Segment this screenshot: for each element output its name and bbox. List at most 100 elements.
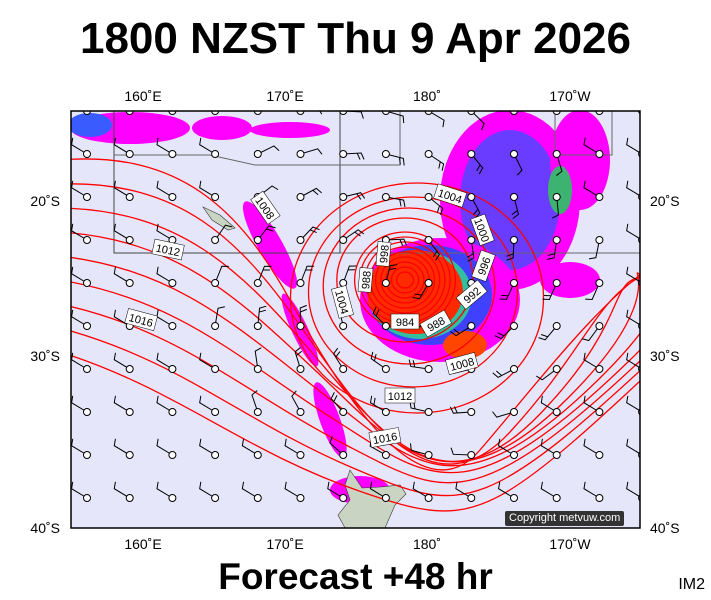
rain-area: [71, 113, 112, 137]
station-marker: [168, 111, 177, 115]
lon-label-top: 170˚E: [266, 88, 303, 104]
station-marker: [83, 150, 91, 158]
wind-barb: [339, 229, 365, 244]
station-marker: [510, 193, 518, 201]
wind-barb: [332, 347, 348, 373]
wind-barb: [449, 406, 476, 416]
station-marker: [339, 365, 348, 373]
station-marker: [424, 279, 433, 287]
wind-barb: [588, 236, 604, 260]
axis-labels: 160˚E 170˚E 180˚ 170˚W 160˚E 170˚E 180˚ …: [30, 88, 679, 552]
lon-label-bottom: 170˚E: [266, 536, 303, 552]
wind-barb: [284, 438, 305, 459]
wind-barb: [253, 111, 262, 115]
station-marker: [552, 365, 561, 373]
wind-barb: [296, 304, 307, 330]
station-marker: [424, 451, 433, 459]
wind-barb: [168, 111, 177, 115]
wind-barb: [583, 137, 604, 158]
station-marker: [424, 408, 433, 416]
station-marker: [168, 279, 177, 287]
station-marker: [467, 322, 476, 330]
wind-barb: [199, 438, 220, 459]
station-marker: [83, 111, 91, 115]
wind-barb: [241, 438, 262, 459]
station-marker: [510, 322, 518, 330]
station-marker: [467, 408, 476, 416]
station-marker: [510, 408, 518, 416]
wind-barb: [540, 395, 561, 416]
station-marker: [339, 236, 348, 244]
station-marker: [552, 150, 561, 158]
wind-barb: [494, 322, 518, 340]
wind-barb: [199, 481, 220, 502]
station-marker: [125, 408, 134, 416]
station-marker: [595, 365, 604, 373]
wind-barb: [583, 352, 604, 373]
wind-barb: [372, 306, 390, 330]
wind-barb: [410, 443, 433, 459]
wind-barb: [540, 481, 561, 502]
wind-barb: [412, 279, 433, 300]
wind-barb: [211, 224, 233, 244]
isobar: [71, 354, 640, 512]
station-marker: [467, 236, 476, 244]
station-marker: [424, 236, 433, 244]
wind-barb: [125, 111, 134, 115]
station-marker: [467, 193, 476, 201]
station-marker: [381, 451, 390, 459]
lon-label-top: 170˚W: [549, 88, 591, 104]
wind-barb: [253, 347, 262, 373]
station-marker: [381, 111, 390, 115]
rain-area: [192, 116, 252, 140]
wind-barb: [542, 279, 561, 300]
wind-barb: [540, 438, 561, 459]
wind-barb: [113, 180, 134, 201]
station-marker: [125, 365, 134, 373]
wind-barb: [370, 351, 390, 373]
station-marker: [595, 236, 604, 244]
forecast-label: Forecast +48 hr: [218, 556, 493, 597]
wind-barb: [296, 148, 323, 158]
wind-barb: [381, 150, 405, 166]
wind-barb: [506, 236, 518, 261]
lat-label-left: 20˚S: [30, 193, 60, 209]
station-marker: [83, 408, 91, 416]
wind-barb: [424, 150, 445, 171]
wind-barb: [156, 223, 177, 244]
wind-barb: [284, 481, 305, 502]
station-marker: [253, 322, 262, 330]
wind-barb: [339, 150, 365, 160]
station-marker: [168, 322, 177, 330]
station-marker: [381, 150, 390, 158]
wind-barb: [253, 265, 272, 287]
station-marker: [552, 451, 561, 459]
station-marker: [339, 111, 348, 115]
station-marker: [467, 494, 476, 502]
station-marker: [83, 322, 91, 330]
station-marker: [296, 494, 305, 502]
station-marker: [595, 279, 604, 287]
isobar: [71, 158, 640, 471]
rain-area: [548, 166, 572, 214]
land-layer: [202, 206, 407, 529]
map-frame: [70, 110, 641, 529]
lat-label-right: 30˚S: [650, 348, 680, 364]
station-marker: [552, 408, 561, 416]
isobar-labels: 984 988 992 996 1000 1004 1004 1008 1008…: [124, 183, 496, 448]
wind-barb: [585, 279, 604, 300]
station-marker: [253, 236, 262, 244]
isobar: [71, 207, 640, 462]
wind-barb: [156, 137, 177, 158]
station-marker: [253, 451, 262, 459]
station-marker: [296, 365, 305, 373]
wind-barb: [156, 481, 177, 502]
wind-barb: [211, 306, 225, 330]
wind-barb: [327, 481, 348, 502]
station-marker: [168, 494, 177, 502]
station-marker: [339, 150, 348, 158]
station-marker: [510, 150, 518, 158]
station-marker: [296, 279, 305, 287]
wind-barb: [253, 305, 267, 330]
wind-barb: [583, 481, 604, 502]
